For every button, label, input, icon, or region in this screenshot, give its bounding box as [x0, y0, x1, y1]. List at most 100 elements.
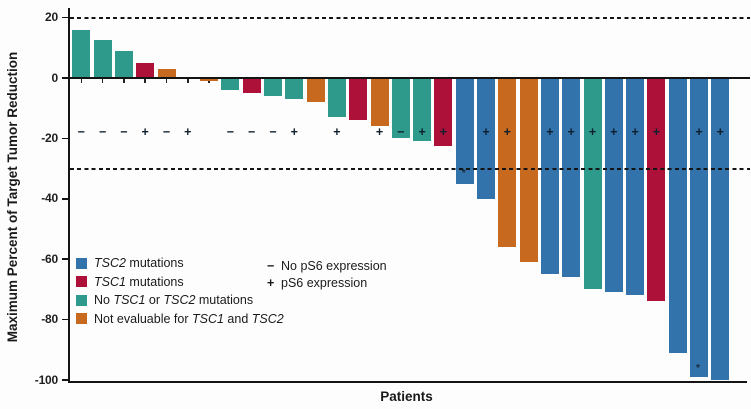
bar-patient-15: [370, 78, 389, 127]
x-axis-tick: [144, 78, 146, 83]
legend-swatch: [76, 257, 87, 269]
ps6-sign: −: [226, 124, 235, 139]
ps6-legend: − No pS6 expression + pS6 expression: [267, 257, 387, 291]
ps6-sign: +: [716, 124, 724, 139]
y-axis-tick: [62, 77, 70, 79]
bar-patient-16: [391, 78, 410, 139]
bar-patient-21: [498, 78, 517, 248]
bar-patient-18: [434, 78, 453, 146]
bar-patient-13: [327, 78, 346, 118]
bar-patient-25: [583, 78, 602, 290]
asterisk-marker: *: [696, 362, 700, 374]
dashed-reference-line: [70, 16, 750, 19]
y-tick-label: -60: [41, 251, 58, 266]
y-axis-tick: [62, 379, 70, 381]
ps6-legend-symbol: +: [267, 275, 275, 290]
bar-patient-30: [690, 78, 708, 377]
y-tick-label: 0: [51, 70, 59, 85]
ps6-sign: +: [546, 124, 554, 139]
mutation-legend: TSC2 mutations TSC1 mutations No TSC1 or T…: [76, 254, 284, 328]
bar-patient-31: [711, 78, 730, 380]
bar-patient-17: [413, 78, 432, 142]
y-tick-label: -80: [41, 312, 58, 327]
ps6-sign: +: [610, 124, 618, 139]
bar-patient-8: [221, 78, 240, 91]
ps6-sign: −: [98, 124, 107, 139]
ps6-sign: −: [162, 124, 171, 139]
bar-patient-5: [157, 68, 176, 78]
bar-patient-27: [626, 78, 645, 296]
ps6-sign: +: [652, 124, 661, 139]
x-axis-tick: [80, 78, 83, 83]
legend-label: Not evaluable for TSC1 and TSC2: [94, 311, 284, 326]
ps6-legend-item: + pS6 expression: [267, 274, 387, 291]
y-axis-tick: [62, 258, 70, 260]
legend-label: TSC1 mutations: [94, 274, 184, 289]
ps6-sign: +: [439, 124, 448, 139]
ps6-sign: −: [269, 124, 277, 139]
y-tick-label: -40: [41, 191, 58, 206]
bar-patient-12: [306, 78, 325, 103]
ps6-legend-symbol: −: [267, 258, 275, 273]
bar-patient-7: [200, 78, 219, 82]
ps6-legend-label: No pS6 expression: [281, 258, 387, 273]
legend-label: TSC2 mutations: [94, 256, 184, 271]
y-tick-label: 20: [45, 10, 58, 25]
legend-swatch: [76, 276, 87, 288]
bar-patient-3: [114, 50, 133, 78]
ps6-sign: +: [567, 124, 575, 139]
x-axis-tick: [101, 78, 104, 83]
ps6-sign: −: [397, 124, 405, 139]
bar-patient-2: [93, 40, 112, 78]
asterisk-marker: *: [461, 168, 466, 180]
bar-patient-19: [455, 78, 474, 184]
ps6-legend-label: pS6 expression: [281, 275, 368, 290]
bar-patient-11: [285, 78, 304, 100]
y-axis-tick: [62, 16, 70, 19]
ps6-legend-item: − No pS6 expression: [267, 257, 387, 274]
legend-item: Not evaluable for TSC1 and TSC2: [76, 310, 284, 329]
y-tick-label: -20: [41, 130, 58, 145]
bar-patient-29: [668, 78, 687, 353]
x-axis-tick: [123, 78, 125, 83]
legend-item: TSC1 mutations: [76, 273, 284, 292]
ps6-sign: +: [588, 124, 597, 139]
plot-area: 20 0 -20 -40 -60 -80 -100− − − + − + − − − + + + − + + + + + + + +…: [35, 8, 750, 387]
ps6-sign: +: [141, 124, 149, 139]
bar-patient-14: [349, 78, 368, 121]
y-axis-tick: [62, 198, 70, 200]
bar-patient-28: [647, 78, 666, 302]
ps6-sign: +: [418, 124, 426, 139]
legend-item: No TSC1 or TSC2 mutations: [76, 291, 284, 310]
dashed-reference-line: [70, 167, 750, 170]
ps6-sign: +: [184, 124, 192, 139]
x-axis-label: Patients: [380, 389, 433, 404]
ps6-sign: +: [482, 124, 490, 139]
ps6-sign: −: [248, 124, 256, 139]
ps6-sign: +: [333, 124, 341, 139]
ps6-sign: +: [695, 124, 703, 139]
legend-swatch: [76, 313, 87, 325]
bar-patient-24: [562, 78, 581, 278]
ps6-sign: +: [375, 124, 384, 139]
ps6-sign: +: [503, 124, 511, 139]
bar-patient-23: [540, 78, 559, 275]
legend-swatch: [76, 294, 87, 306]
y-axis-tick: [62, 318, 70, 321]
bar-patient-26: [604, 78, 623, 293]
y-axis-tick: [62, 137, 70, 140]
x-axis-tick: [165, 78, 168, 83]
bar-patient-4: [136, 62, 155, 78]
ps6-sign: −: [77, 124, 85, 139]
legend-item: TSC2 mutations: [76, 254, 284, 273]
bar-patient-1: [72, 29, 91, 78]
ps6-sign: +: [290, 124, 298, 139]
x-axis-tick: [187, 78, 189, 83]
y-tick-label: -100: [34, 372, 58, 387]
zero-baseline: [70, 76, 750, 80]
bar-patient-10: [264, 78, 282, 97]
ps6-sign: +: [631, 124, 639, 139]
ps6-sign: −: [120, 124, 128, 139]
bar-patient-22: [519, 78, 538, 263]
